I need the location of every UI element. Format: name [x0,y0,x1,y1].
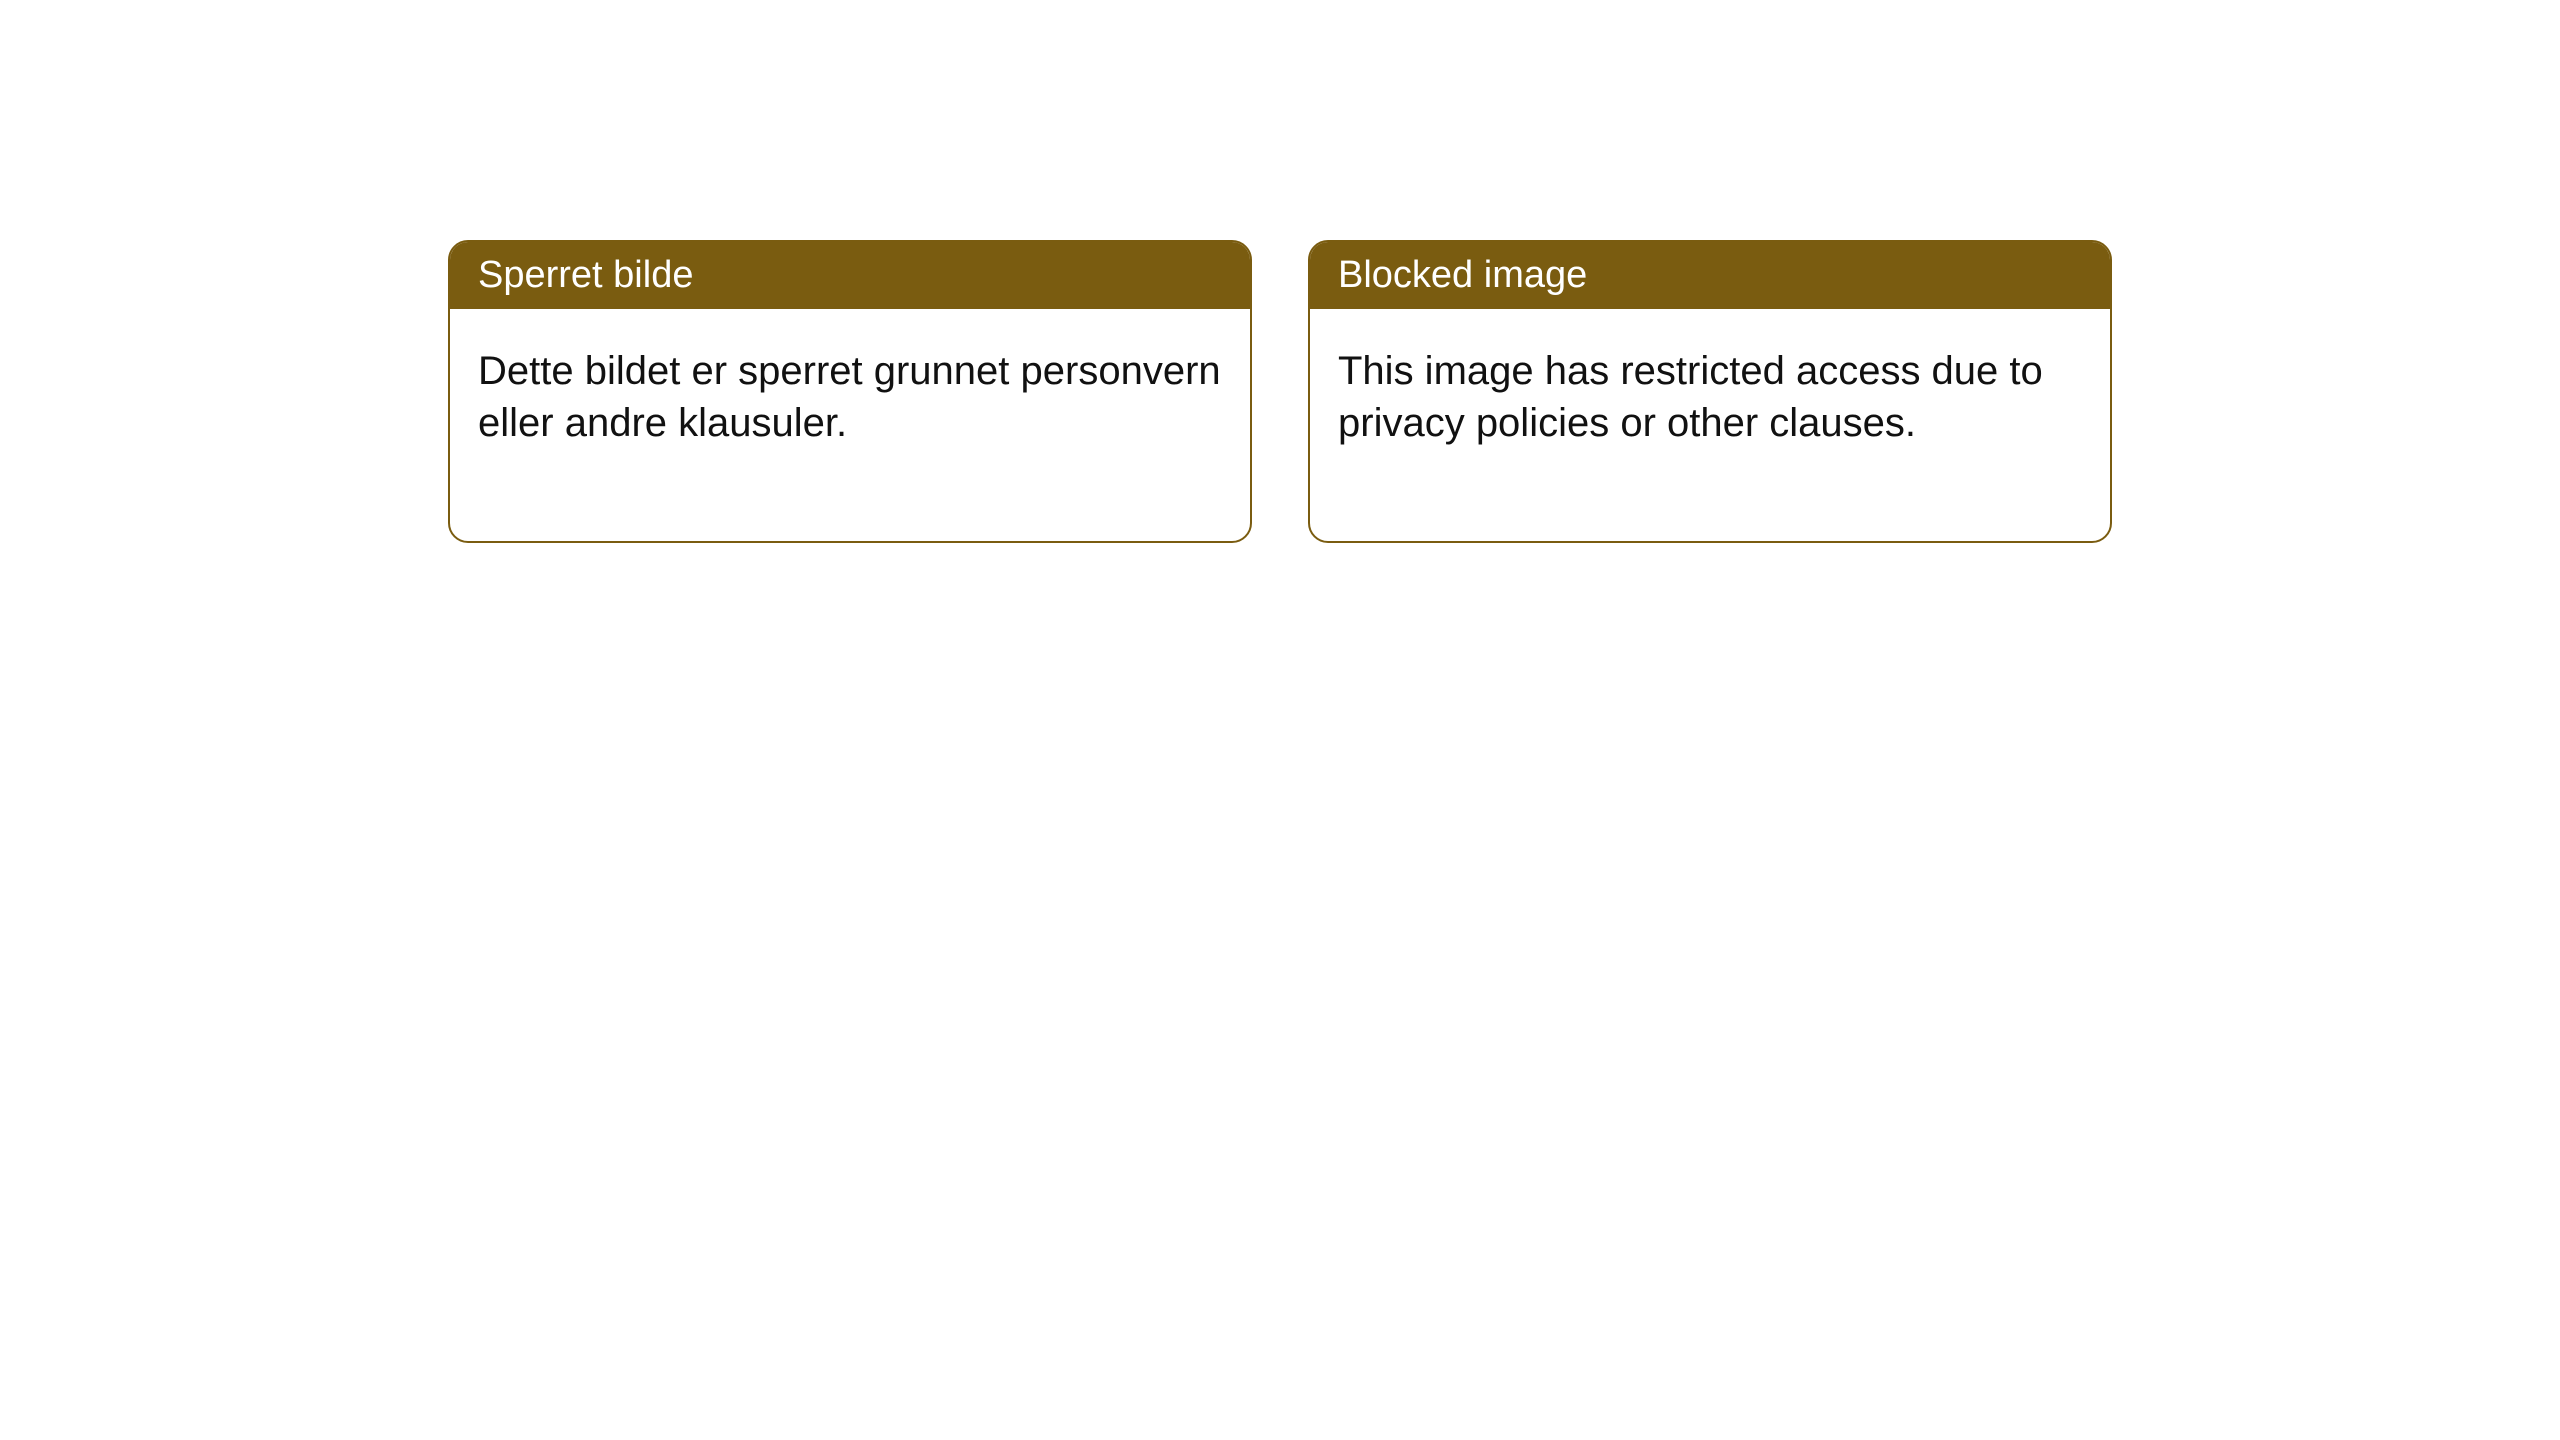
blocked-image-card-en: Blocked image This image has restricted … [1308,240,2112,543]
card-body-en: This image has restricted access due to … [1310,309,2110,541]
blocked-image-card-no: Sperret bilde Dette bildet er sperret gr… [448,240,1252,543]
card-title-en: Blocked image [1338,254,1587,296]
card-body-no: Dette bildet er sperret grunnet personve… [450,309,1250,541]
blocked-image-notice-container: Sperret bilde Dette bildet er sperret gr… [0,0,2560,543]
card-title-no: Sperret bilde [478,254,693,296]
card-body-text-en: This image has restricted access due to … [1338,349,2043,445]
card-body-text-no: Dette bildet er sperret grunnet personve… [478,349,1221,445]
card-header-en: Blocked image [1310,242,2110,309]
card-header-no: Sperret bilde [450,242,1250,309]
